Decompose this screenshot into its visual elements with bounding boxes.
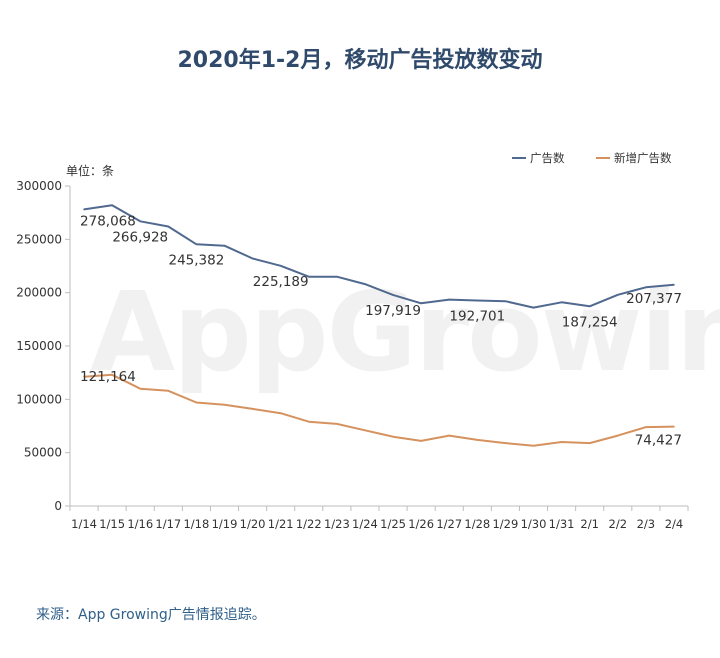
x-tick-label: 1/15 [99,517,125,531]
unit-label: 单位：条 [66,163,114,178]
x-tick-label: 1/18 [183,517,209,531]
series-1-point [448,298,451,301]
data-label: 266,928 [112,229,168,245]
series-1-point [139,220,142,223]
y-tick-label: 50000 [24,446,62,460]
series-2-point [279,412,282,415]
series-2-point [532,444,535,447]
series-2-point [560,441,563,443]
source-note: 来源：App Growing广告情报追踪。 [36,607,266,623]
data-label: 192,701 [449,308,505,324]
series-2-point [645,426,647,428]
x-tick-label: 1/23 [324,517,350,531]
series-1-point [223,244,226,247]
legend-label: 广告数 [530,151,565,165]
series-1-point [307,275,310,278]
data-label: 197,919 [365,303,421,319]
series-1-point [83,208,85,211]
series-1-point [476,299,479,302]
series-2-point [111,374,113,376]
series-line-2 [83,373,675,447]
x-tick-label: 1/20 [240,517,266,531]
series-2-point [476,439,479,441]
series-1-point [588,305,591,308]
x-tick-label: 1/31 [549,517,575,531]
series-1-point [645,286,647,289]
data-label: 74,427 [635,433,682,449]
x-tick-label: 2/2 [609,517,628,531]
series-2-point [167,390,170,392]
x-tick-label: 1/28 [464,517,490,531]
data-label: 121,164 [80,369,136,385]
x-tick-label: 2/3 [637,517,656,531]
series-line-1 [83,204,675,309]
legend-label: 新增广告数 [614,151,672,165]
data-label: 207,377 [626,291,682,307]
series-2-point [139,387,142,390]
y-tick-label: 0 [54,499,62,513]
x-tick-label: 1/21 [268,517,294,531]
series-1-point [336,275,338,278]
series-1-point [673,283,675,286]
data-label: 187,254 [562,314,618,330]
x-tick-label: 1/14 [71,517,97,531]
x-tick-label: 1/16 [127,517,153,531]
y-tick-label: 200000 [16,286,62,300]
y-tick-label: 250000 [16,232,62,246]
x-tick-label: 1/27 [436,517,462,531]
series-1-point [195,243,198,246]
y-tick-label: 300000 [16,179,62,193]
series-2-point [616,434,619,437]
y-tick-label: 150000 [16,339,62,353]
series-1-point [111,204,113,206]
series-2-point [223,403,226,406]
series-2-point [448,434,451,437]
chart-title: 2020年1-2月，移动广告投放数变动 [177,48,543,73]
x-tick-label: 2/4 [665,517,684,531]
series-1-point [251,257,254,260]
data-label: 245,382 [168,252,224,268]
series-2-point [307,420,310,423]
series-1-point [392,294,394,296]
series-2-point [588,442,591,444]
series-1-point [167,225,170,228]
series-2-point [364,429,366,432]
series-2-point [251,408,254,410]
series-2-point [392,435,394,438]
y-tick-label: 100000 [16,392,62,406]
series-1-point [504,300,507,303]
x-tick-label: 1/19 [212,517,238,531]
series-1-point [364,283,366,285]
x-tick-label: 2/1 [580,517,599,531]
series-2-point [195,401,198,404]
x-tick-label: 1/30 [521,517,547,531]
series-1-point [420,302,422,305]
series-2-point [673,425,675,428]
series-2-point [504,442,507,444]
line-chart: 单位：条 0 50000 100000 150000 200000 250000 300000… [16,151,689,531]
series-1-point [616,294,619,296]
x-tick-label: 1/24 [352,517,378,531]
series-1-point [560,301,563,304]
series-2-point [83,375,85,378]
data-label: 225,189 [253,274,309,290]
series-1-point [532,306,535,309]
x-tick-label: 1/26 [408,517,434,531]
series-1-point [279,264,282,267]
x-tick-label: 1/25 [380,517,406,531]
x-tick-label: 1/17 [155,517,181,531]
series-2-point [420,440,422,442]
x-tick-label: 1/22 [296,517,322,531]
series-2-point [336,423,338,425]
x-tick-label: 1/29 [492,517,518,531]
data-label: 278,068 [80,213,136,229]
